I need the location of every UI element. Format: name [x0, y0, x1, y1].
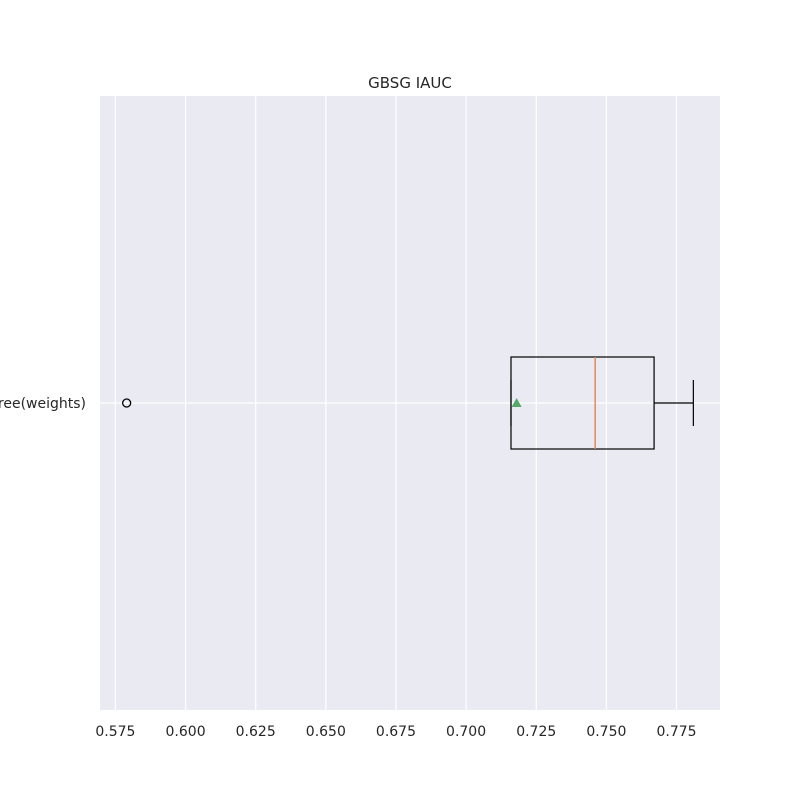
x-tick-label: 0.750 [586, 724, 626, 740]
x-axis-ticks: 0.575 0.600 0.625 0.650 0.675 0.700 0.725 0.750… [95, 724, 696, 740]
x-tick-label: 0.625 [236, 724, 276, 740]
outlier-point [122, 398, 132, 408]
x-tick-label: 0.650 [306, 724, 346, 740]
iqr-box [510, 356, 655, 450]
x-tick-label: 0.600 [166, 724, 206, 740]
x-tick-label: 0.775 [656, 724, 696, 740]
x-tick-label: 0.675 [376, 724, 416, 740]
y-category-label: Tree(weights) [0, 396, 86, 412]
y-axis-categories: Tree(weights) [0, 396, 86, 412]
grid-lines [100, 96, 720, 710]
chart-title: GBSG IAUC [368, 74, 452, 92]
x-tick-label: 0.725 [516, 724, 556, 740]
x-tick-label: 0.700 [446, 724, 486, 740]
mean-marker [511, 398, 522, 407]
x-tick-label: 0.575 [95, 724, 135, 740]
boxplot-layer [122, 356, 694, 450]
